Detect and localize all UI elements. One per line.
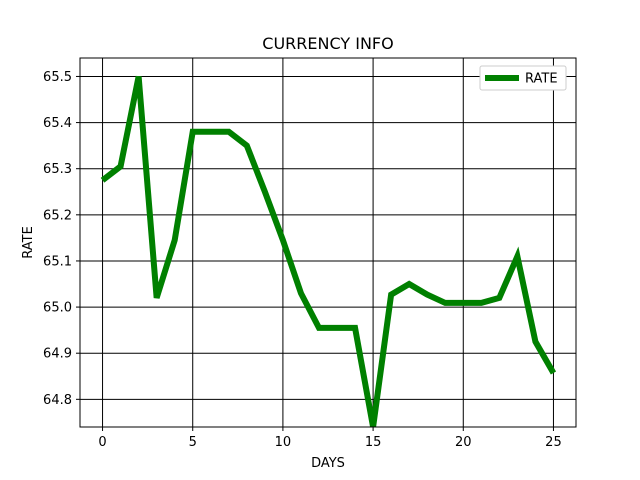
y-tick-label: 65.1 [43, 254, 72, 269]
x-tick-label: 10 [275, 435, 292, 450]
x-tick-label: 5 [189, 435, 197, 450]
plot-frame [79, 57, 577, 428]
x-tick-label: 0 [98, 435, 106, 450]
chart-title: CURRENCY INFO [262, 34, 393, 53]
y-tick-label: 65.5 [43, 70, 72, 85]
y-tick-label: 65.3 [43, 162, 72, 177]
y-tick-label: 64.8 [43, 393, 72, 408]
legend: RATE [479, 65, 567, 91]
x-axis-ticks: 0 5 10 15 20 25 [98, 427, 562, 450]
x-axis-label: DAYS [311, 456, 345, 471]
x-tick-label: 25 [545, 435, 562, 450]
series-layer [100, 75, 557, 428]
legend-box [479, 65, 567, 91]
x-tick-label: 20 [455, 435, 472, 450]
y-tick-label: 65.0 [43, 301, 72, 316]
x-tick-label: 15 [365, 435, 382, 450]
y-axis-ticks: 64.8 64.9 65.0 65.1 65.2 65.3 65.4 65.5 [43, 70, 80, 408]
y-tick-label: 64.9 [43, 347, 72, 362]
y-tick-label: 65.4 [43, 116, 72, 131]
y-axis-label: RATE [21, 226, 36, 259]
legend-label: RATE [525, 72, 558, 87]
series-line-rate [100, 75, 557, 428]
y-tick-label: 65.2 [43, 208, 72, 223]
